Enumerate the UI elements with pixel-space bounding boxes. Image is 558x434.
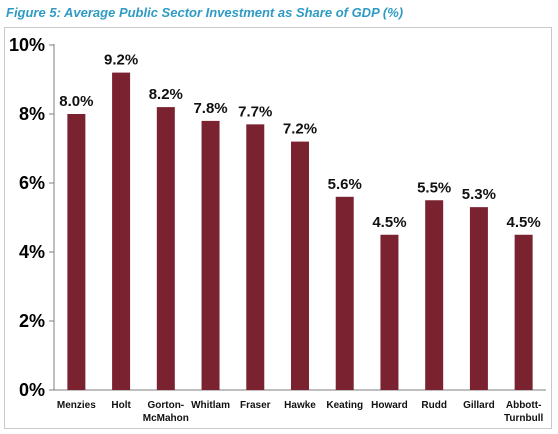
data-label: 7.8% [193,100,227,117]
data-label: 8.0% [59,93,93,110]
category-label: Hawke [284,400,316,411]
bar [156,107,175,390]
y-tick-label: 0% [19,380,45,400]
category-label: Whitlam [191,400,230,411]
figure-caption: Figure 5: Average Public Sector Investme… [6,5,404,20]
category-label: Gillard [463,400,495,411]
bar [112,72,131,390]
category-label: Abbott-Turnbull [504,400,543,424]
y-tick-label: 4% [19,242,45,262]
bar [67,114,86,390]
bar [514,234,533,390]
y-tick-label: 8% [19,104,45,124]
y-tick-label: 2% [19,311,45,331]
y-tick-label: 6% [19,173,45,193]
bar [201,120,220,391]
data-label: 8.2% [149,86,183,103]
category-label: Menzies [57,400,96,411]
y-axis-ticks: 0% 2% 4% 6% 8% 10% [9,35,54,400]
data-label: 7.2% [283,121,317,138]
y-tick-label: 10% [9,35,45,55]
bar [246,124,265,390]
bar [335,196,354,390]
category-label: Howard [371,400,408,411]
category-label: Holt [111,400,131,411]
data-label: 5.3% [462,186,496,203]
category-label: Fraser [240,400,271,411]
data-label: 4.5% [507,214,541,231]
data-label: 7.7% [238,103,272,120]
category-label: Rudd [421,400,447,411]
category-label: Gorton-McMahon [143,400,189,424]
data-label: 4.5% [372,214,406,231]
category-label: Keating [326,400,363,411]
data-label: 5.5% [417,179,451,196]
data-label: 9.2% [104,52,138,69]
data-label: 5.6% [328,176,362,193]
bar [291,141,309,390]
chart-frame [4,27,552,429]
data-labels: 8.0% 9.2% 8.2% 7.8% 7.7% 7.2% 5.6% 4.5% 5.5% 5.3%… [59,52,540,231]
bar [425,200,444,390]
bars [67,72,533,391]
bar [380,234,399,390]
bar [469,207,488,390]
